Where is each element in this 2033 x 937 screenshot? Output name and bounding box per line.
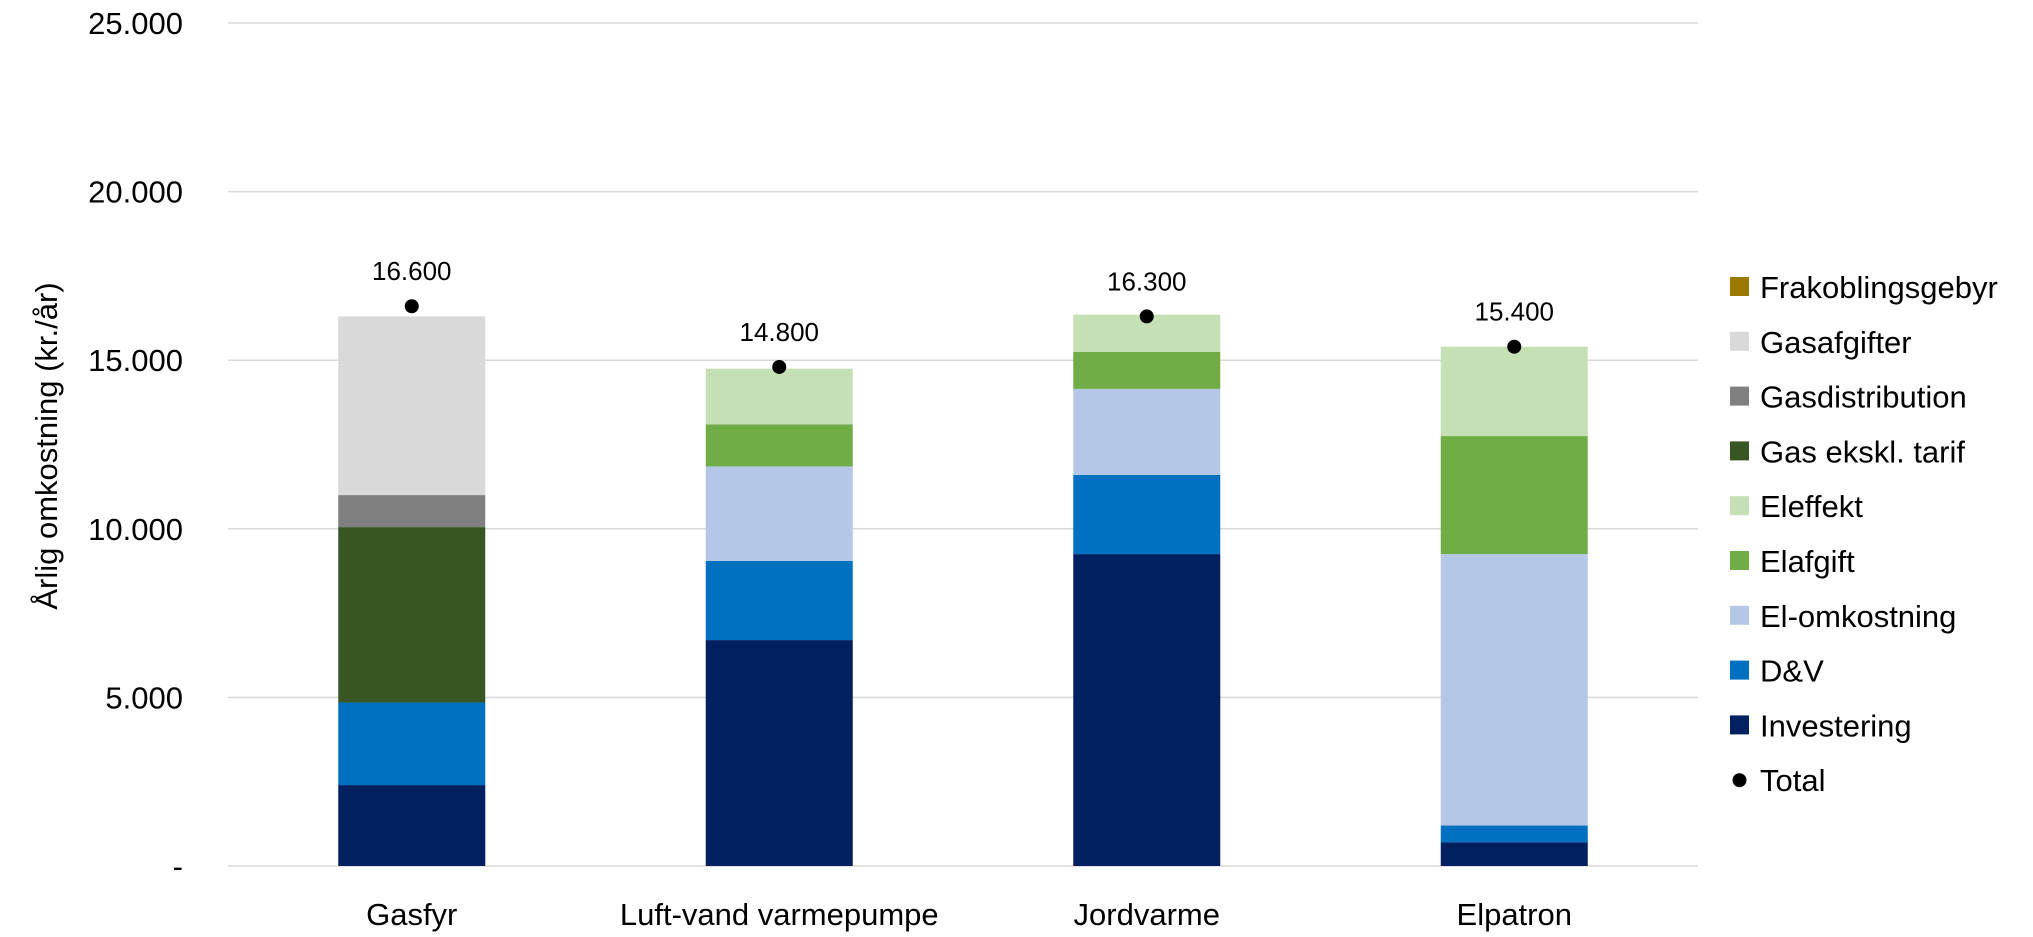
x-tick-label: Elpatron — [1457, 897, 1572, 932]
bar-segment — [338, 316, 486, 496]
legend-swatch — [1730, 605, 1749, 625]
legend-label: Total — [1760, 763, 1825, 798]
bars — [338, 314, 1588, 866]
legend-swatch — [1730, 715, 1749, 735]
legend-swatch — [1730, 496, 1749, 516]
bar-segment — [1073, 474, 1221, 555]
totals: 16.600 14.800 16.300 15.400 — [372, 256, 1554, 374]
y-tick-label: 15.000 — [88, 343, 183, 378]
x-tick-label: Jordvarme — [1074, 897, 1220, 932]
total-label: 16.600 — [372, 256, 452, 286]
legend-swatch — [1730, 277, 1749, 296]
bar-segment — [705, 368, 853, 425]
bar-segment — [705, 640, 853, 866]
y-tick-label: 25.000 — [88, 6, 183, 41]
y-tick-label: 5.000 — [105, 680, 183, 715]
y-tick-label: 20.000 — [88, 175, 183, 210]
legend-label: Gasafgifter — [1760, 325, 1912, 360]
total-label: 16.300 — [1107, 266, 1187, 296]
bar-segment — [1073, 351, 1221, 389]
legend-label: Gas ekskl. tarif — [1760, 434, 1965, 469]
total-marker — [1507, 339, 1522, 354]
bar-segment — [1440, 825, 1588, 843]
y-axis-ticks: - 5.000 10.000 15.000 20.000 25.000 — [88, 6, 183, 884]
bar-segment — [338, 785, 486, 866]
x-tick-label: Luft-vand varmepumpe — [620, 897, 939, 932]
bar-segment — [338, 495, 486, 528]
legend-label: Eleffekt — [1760, 489, 1863, 524]
legend-swatch — [1730, 386, 1749, 406]
legend-swatch — [1730, 441, 1749, 461]
bar-segment — [338, 702, 486, 786]
legend-label: Gasdistribution — [1760, 380, 1967, 415]
legend-label: D&V — [1760, 654, 1824, 689]
total-label: 14.800 — [739, 317, 819, 347]
legend: Frakoblingsgebyr Gasafgifter Gasdistributi… — [1730, 270, 1998, 798]
legend-swatch — [1730, 660, 1749, 680]
total-marker — [1139, 309, 1154, 324]
legend-swatch — [1730, 551, 1749, 570]
x-tick-label: Gasfyr — [366, 897, 457, 932]
total-marker — [772, 359, 787, 374]
bar-segment — [1440, 842, 1588, 866]
bar-segment — [1440, 554, 1588, 826]
legend-label: Elafgift — [1760, 544, 1855, 579]
bar-segment — [1073, 388, 1221, 475]
legend-label: Investering — [1760, 708, 1912, 743]
bar-segment — [705, 560, 853, 641]
y-tick-label: 10.000 — [88, 512, 183, 547]
legend-label: El-omkostning — [1760, 599, 1956, 634]
y-tick-label: - — [173, 849, 183, 884]
total-marker — [404, 299, 419, 314]
bar-segment — [705, 466, 853, 561]
legend-label: Frakoblingsgebyr — [1760, 270, 1998, 305]
x-axis-ticks: Gasfyr Luft-vand varmepumpe Jordvarme Elpat… — [366, 897, 1572, 932]
bar-segment — [705, 424, 853, 467]
total-label: 15.400 — [1474, 297, 1554, 327]
legend-swatch — [1730, 331, 1749, 351]
bar-segment — [1440, 436, 1588, 555]
legend-marker — [1732, 773, 1747, 788]
bar-segment — [1440, 346, 1588, 437]
bar-segment — [338, 527, 486, 703]
y-axis-label: Årlig omkostning (kr./år) — [29, 282, 64, 609]
bar-segment — [1073, 554, 1221, 866]
